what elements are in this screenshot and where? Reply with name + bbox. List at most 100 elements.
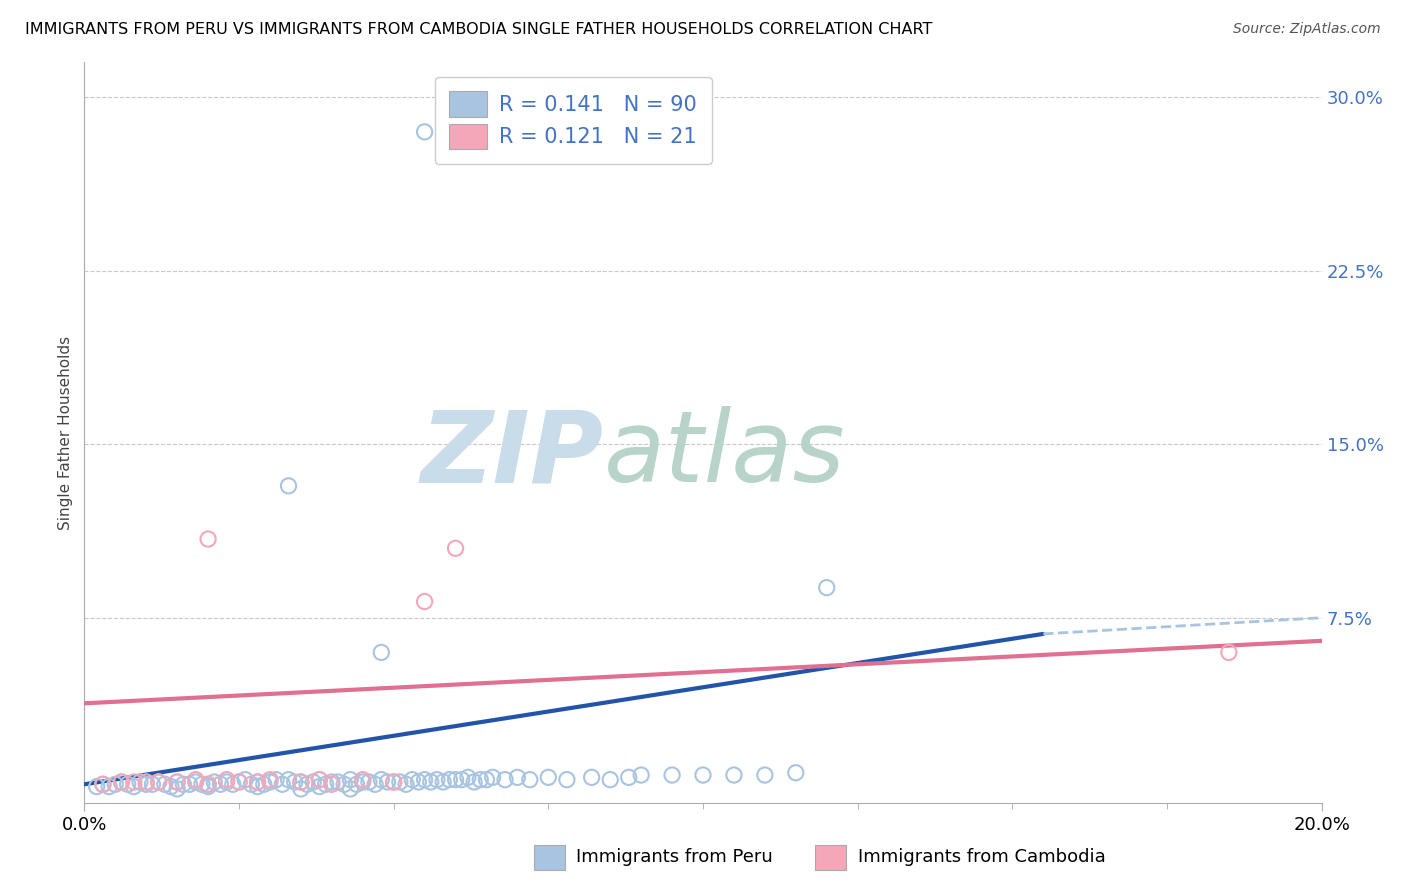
Immigrants from Peru xyxy=(191,777,214,791)
Immigrants from Peru xyxy=(228,775,250,789)
Immigrants from Peru xyxy=(295,777,318,791)
Immigrants from Cambodia xyxy=(1218,645,1240,659)
Immigrants from Peru xyxy=(308,772,330,787)
Immigrants from Peru xyxy=(233,772,256,787)
Immigrants from Peru xyxy=(432,775,454,789)
Immigrants from Peru xyxy=(222,777,245,791)
Immigrants from Peru xyxy=(370,772,392,787)
Immigrants from Peru xyxy=(141,777,163,791)
Text: IMMIGRANTS FROM PERU VS IMMIGRANTS FROM CAMBODIA SINGLE FATHER HOUSEHOLDS CORREL: IMMIGRANTS FROM PERU VS IMMIGRANTS FROM … xyxy=(25,22,932,37)
Immigrants from Peru xyxy=(754,768,776,782)
Immigrants from Cambodia xyxy=(352,772,374,787)
Text: ZIP: ZIP xyxy=(420,407,605,503)
Immigrants from Peru xyxy=(86,780,108,794)
Immigrants from Peru xyxy=(599,772,621,787)
Immigrants from Peru xyxy=(723,768,745,782)
Immigrants from Peru xyxy=(555,772,578,787)
Immigrants from Peru xyxy=(302,775,325,789)
Immigrants from Peru xyxy=(537,770,560,784)
Immigrants from Peru xyxy=(91,777,114,791)
Immigrants from Peru xyxy=(277,479,299,493)
Immigrants from Peru xyxy=(240,777,263,791)
Immigrants from Peru xyxy=(271,777,294,791)
Immigrants from Cambodia xyxy=(382,775,405,789)
Immigrants from Cambodia xyxy=(321,777,343,791)
Immigrants from Peru xyxy=(388,775,411,789)
Immigrants from Peru xyxy=(408,775,430,789)
Immigrants from Peru xyxy=(122,780,145,794)
Immigrants from Peru xyxy=(815,581,838,595)
Immigrants from Cambodia xyxy=(290,775,312,789)
Immigrants from Peru xyxy=(148,775,170,789)
Immigrants from Peru xyxy=(277,772,299,787)
Immigrants from Peru xyxy=(129,775,152,789)
Immigrants from Cambodia xyxy=(413,594,436,608)
Immigrants from Peru xyxy=(382,775,405,789)
Immigrants from Peru xyxy=(308,780,330,794)
Immigrants from Peru xyxy=(630,768,652,782)
Immigrants from Peru xyxy=(377,775,399,789)
Text: Source: ZipAtlas.com: Source: ZipAtlas.com xyxy=(1233,22,1381,37)
Text: Immigrants from Cambodia: Immigrants from Cambodia xyxy=(858,848,1105,866)
Immigrants from Peru xyxy=(290,781,312,796)
Immigrants from Peru xyxy=(110,775,132,789)
Immigrants from Peru xyxy=(166,775,188,789)
Immigrants from Peru xyxy=(439,772,461,787)
Immigrants from Peru xyxy=(315,777,337,791)
Immigrants from Peru xyxy=(519,772,541,787)
Immigrants from Peru xyxy=(259,775,281,789)
Immigrants from Peru xyxy=(172,777,194,791)
Immigrants from Peru xyxy=(395,777,418,791)
Immigrants from Cambodia xyxy=(148,775,170,789)
Immigrants from Peru xyxy=(339,781,361,796)
Immigrants from Peru xyxy=(346,777,368,791)
Immigrants from Peru xyxy=(333,777,356,791)
Immigrants from Peru xyxy=(135,777,157,791)
Immigrants from Peru xyxy=(197,780,219,794)
Immigrants from Peru xyxy=(457,770,479,784)
Immigrants from Peru xyxy=(202,775,225,789)
Immigrants from Cambodia xyxy=(110,775,132,789)
Immigrants from Cambodia xyxy=(135,775,157,789)
Immigrants from Peru xyxy=(197,777,219,791)
Immigrants from Peru xyxy=(494,772,516,787)
Immigrants from Cambodia xyxy=(228,775,250,789)
Immigrants from Peru xyxy=(215,775,238,789)
Immigrants from Peru xyxy=(506,770,529,784)
Immigrants from Peru xyxy=(413,772,436,787)
Immigrants from Peru xyxy=(470,772,492,787)
Immigrants from Peru xyxy=(426,772,449,787)
Immigrants from Peru xyxy=(209,777,232,791)
Immigrants from Cambodia xyxy=(215,772,238,787)
Immigrants from Peru xyxy=(339,772,361,787)
Immigrants from Cambodia xyxy=(91,777,114,791)
Immigrants from Peru xyxy=(246,775,269,789)
Immigrants from Cambodia xyxy=(259,772,281,787)
Text: atlas: atlas xyxy=(605,407,845,503)
Immigrants from Peru xyxy=(475,772,498,787)
Immigrants from Peru xyxy=(357,775,380,789)
Immigrants from Peru xyxy=(785,765,807,780)
Immigrants from Cambodia xyxy=(197,777,219,791)
Immigrants from Peru xyxy=(284,775,307,789)
Immigrants from Cambodia xyxy=(166,775,188,789)
Immigrants from Peru xyxy=(413,125,436,139)
Immigrants from Peru xyxy=(246,780,269,794)
Immigrants from Cambodia xyxy=(246,775,269,789)
Immigrants from Peru xyxy=(692,768,714,782)
Immigrants from Peru xyxy=(326,775,349,789)
Immigrants from Peru xyxy=(117,777,139,791)
Immigrants from Peru xyxy=(617,770,640,784)
Immigrants from Cambodia xyxy=(444,541,467,556)
Immigrants from Peru xyxy=(581,770,603,784)
Immigrants from Peru xyxy=(104,777,127,791)
Immigrants from Peru xyxy=(463,775,485,789)
Immigrants from Peru xyxy=(450,772,472,787)
Immigrants from Peru xyxy=(352,775,374,789)
Immigrants from Peru xyxy=(98,780,121,794)
Immigrants from Peru xyxy=(401,772,423,787)
Immigrants from Peru xyxy=(160,780,183,794)
Immigrants from Cambodia xyxy=(197,532,219,546)
Immigrants from Peru xyxy=(184,775,207,789)
Immigrants from Peru xyxy=(444,772,467,787)
